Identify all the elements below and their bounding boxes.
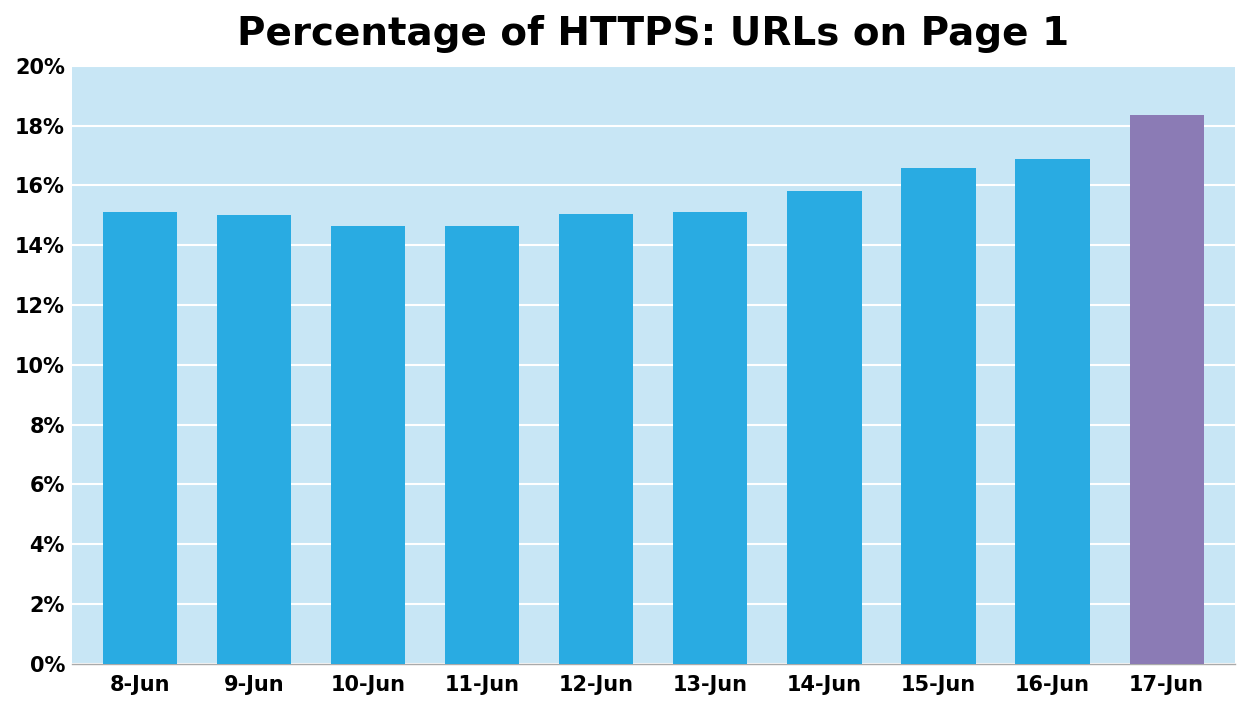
Bar xyxy=(788,192,861,664)
Bar xyxy=(674,212,747,664)
Title: Percentage of HTTPS: URLs on Page 1: Percentage of HTTPS: URLs on Page 1 xyxy=(238,15,1070,53)
Bar xyxy=(901,168,975,664)
Bar xyxy=(1130,115,1204,664)
Bar xyxy=(559,214,634,664)
Bar xyxy=(1015,158,1090,664)
Bar xyxy=(445,226,520,664)
Bar xyxy=(331,226,405,664)
Bar xyxy=(217,215,291,664)
Bar xyxy=(104,212,178,664)
